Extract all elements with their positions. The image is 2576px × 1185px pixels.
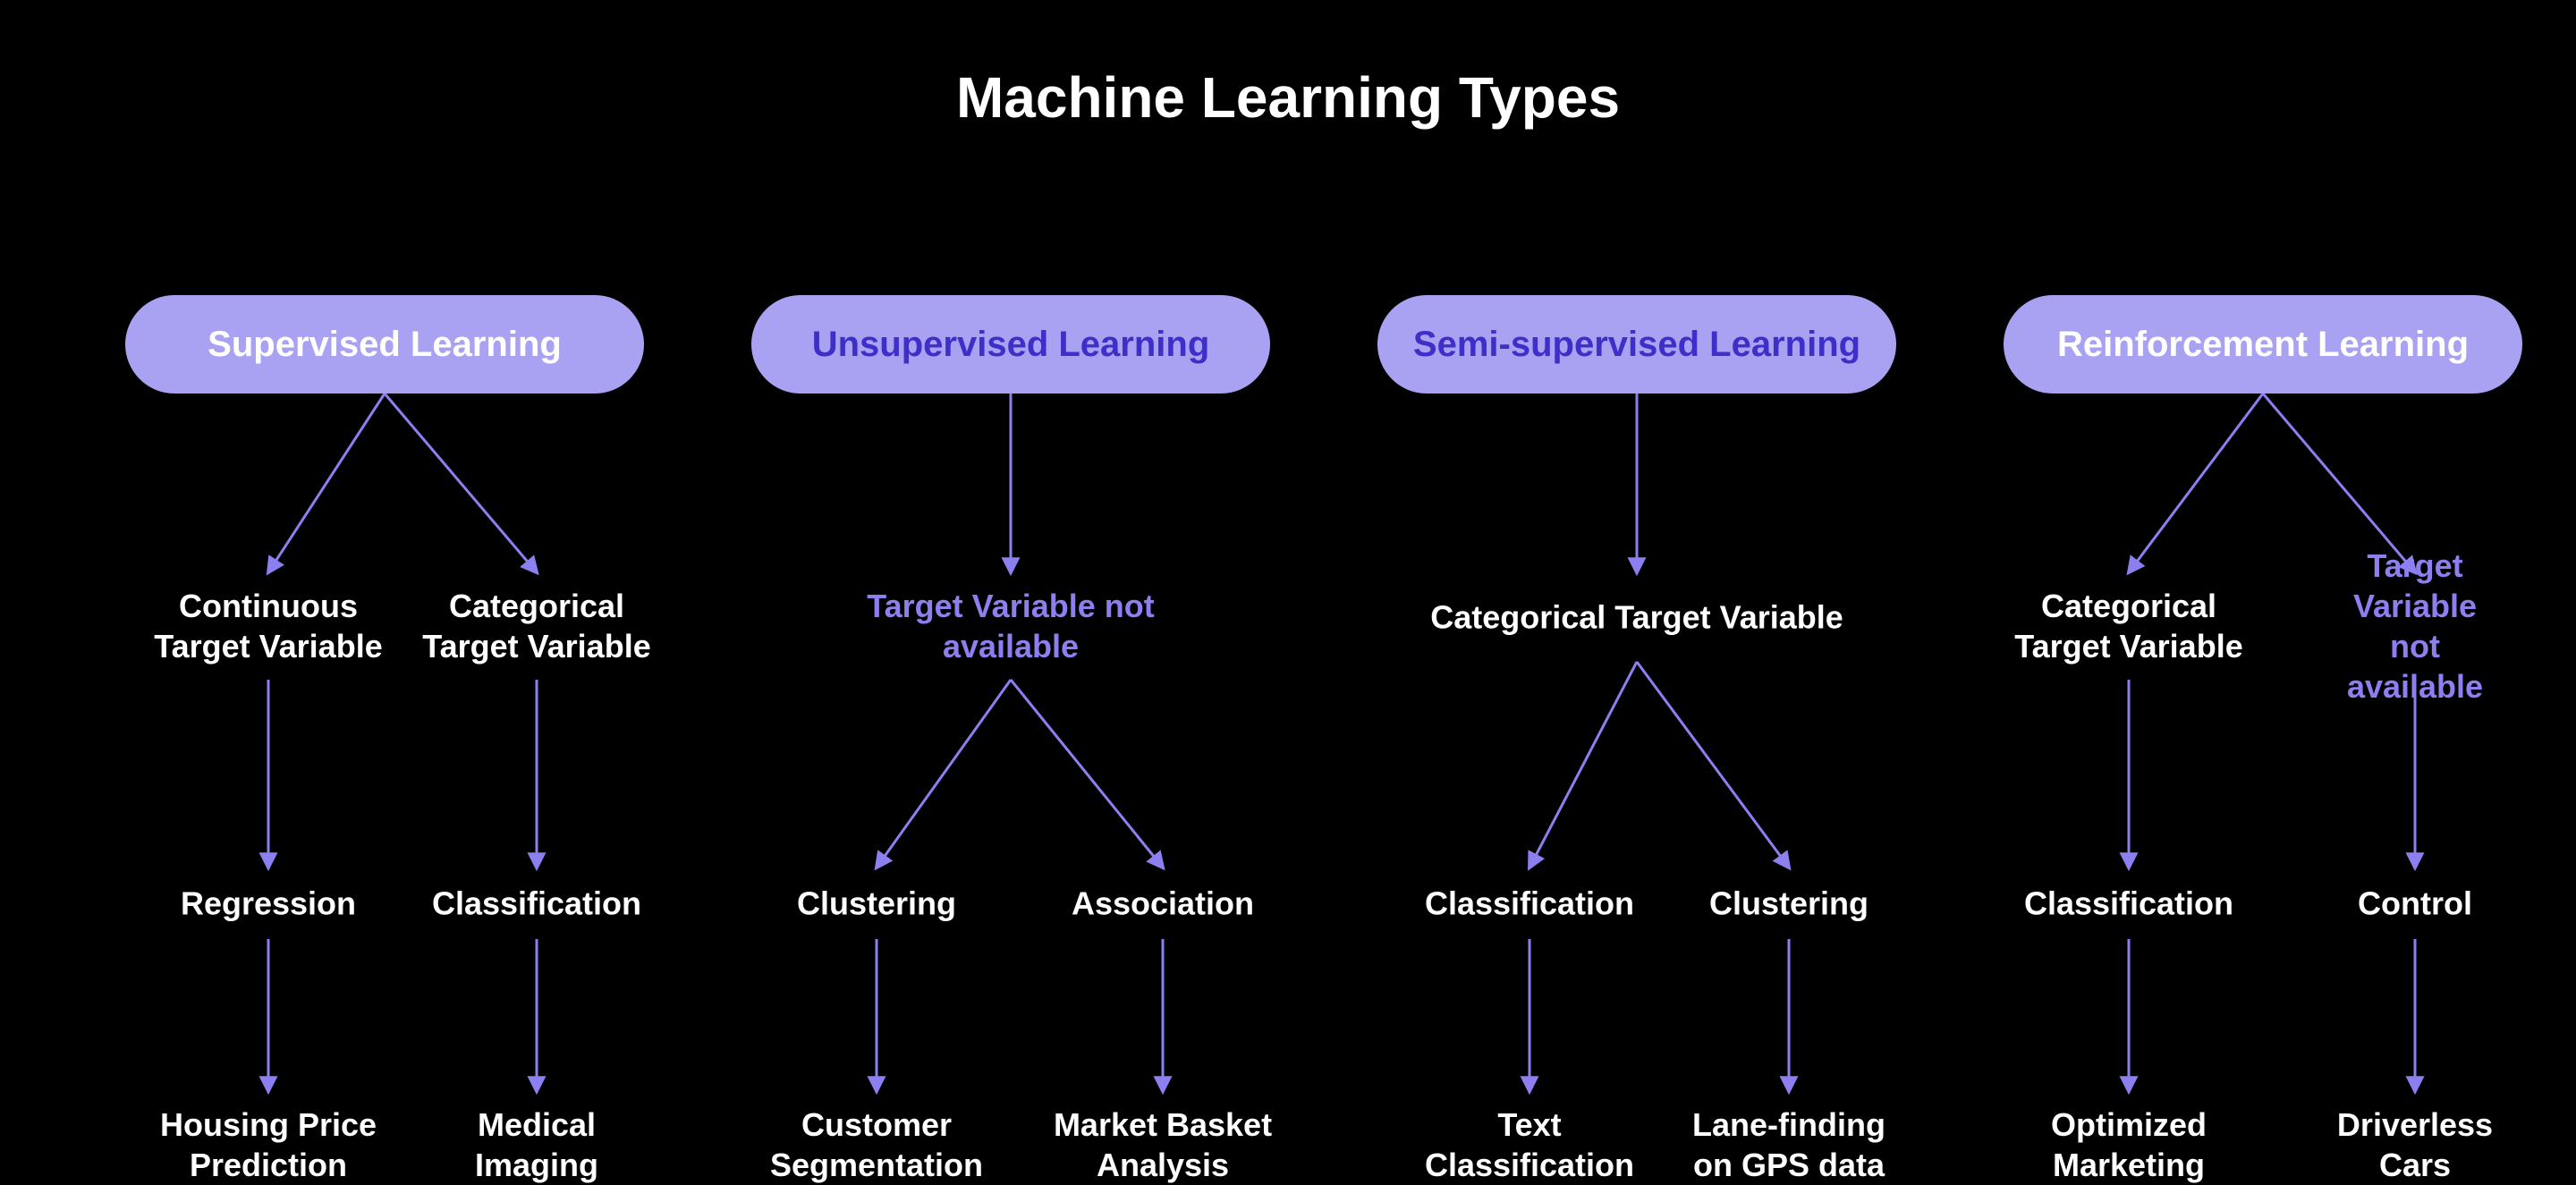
node-lane: Lane-finding on GPS data <box>1692 1105 1885 1185</box>
pill-label: Semi-supervised Learning <box>1413 325 1860 365</box>
edge <box>1530 662 1637 868</box>
edge <box>877 680 1011 868</box>
pill-reinforcement: Reinforcement Learning <box>2004 295 2522 394</box>
node-semi-clf: Classification <box>1425 884 1634 924</box>
node-sup-cont: Continuous Target Variable <box>154 586 382 666</box>
diagram-stage: Machine Learning Types Supervised Learni… <box>0 0 2576 1166</box>
pill-supervised: Supervised Learning <box>125 295 644 394</box>
node-control: Control <box>2358 884 2472 924</box>
pill-label: Unsupervised Learning <box>812 325 1210 365</box>
pill-label: Reinforcement Learning <box>2057 325 2469 365</box>
node-rein-tv: Target Variable not available <box>2334 546 2496 707</box>
node-sup-cat: Categorical Target Variable <box>422 586 650 666</box>
edge <box>2129 394 2263 572</box>
node-assoc: Association <box>1072 884 1254 924</box>
node-cars: Driverless Cars <box>2337 1105 2493 1185</box>
node-market: Market Basket Analysis <box>1054 1105 1272 1185</box>
edge <box>268 394 385 572</box>
node-semi-cat: Categorical Target Variable <box>1430 597 1843 638</box>
pill-label: Supervised Learning <box>208 325 562 365</box>
pill-unsupervised: Unsupervised Learning <box>751 295 1270 394</box>
node-clust: Clustering <box>797 884 956 924</box>
node-clf: Classification <box>432 884 641 924</box>
node-unsup-tv: Target Variable not available <box>867 586 1154 666</box>
pill-semisupervised: Semi-supervised Learning <box>1377 295 1896 394</box>
node-rein-clf: Classification <box>2024 884 2233 924</box>
node-textclf: Text Classification <box>1425 1105 1634 1185</box>
edges-layer <box>0 0 2576 1166</box>
node-semi-clust: Clustering <box>1709 884 1868 924</box>
node-housing: Housing Price Prediction <box>160 1105 377 1185</box>
edge <box>1637 662 1789 868</box>
node-rein-cat: Categorical Target Variable <box>2014 586 2242 666</box>
node-custseg: Customer Segmentation <box>770 1105 983 1185</box>
edge <box>1011 680 1163 868</box>
edge <box>385 394 537 572</box>
node-medical: Medical Imaging <box>475 1105 598 1185</box>
node-optmkt: Optimized Marketing <box>2051 1105 2207 1185</box>
node-reg: Regression <box>181 884 356 924</box>
diagram-title: Machine Learning Types <box>0 64 2576 131</box>
